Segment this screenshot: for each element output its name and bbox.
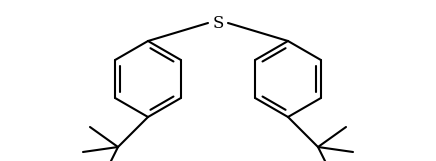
Text: S: S: [212, 14, 224, 32]
